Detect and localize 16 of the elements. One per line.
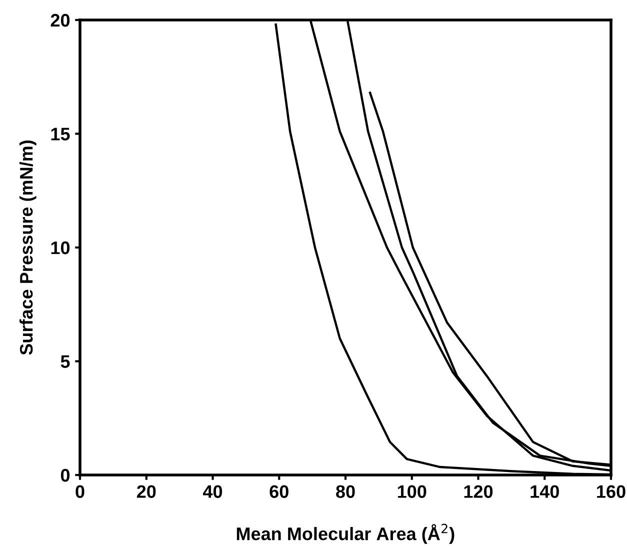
- y-tick-label: 5: [60, 355, 70, 368]
- y-tick-label: 20: [50, 14, 70, 27]
- x-tick-label: 60: [270, 485, 288, 498]
- x-axis-title: Mean Molecular Area (Å$^{2}$): [236, 524, 454, 544]
- x-tick-label: 100: [398, 485, 426, 498]
- x-tick-label: 120: [464, 485, 493, 498]
- x-tick-label: 80: [336, 485, 355, 498]
- x-tick-label: 20: [136, 485, 156, 498]
- x-tick-label: 140: [530, 485, 559, 498]
- y-tick-label: 10: [51, 241, 70, 254]
- y-tick-label: 15: [51, 128, 70, 140]
- y-axis-title: Surface Pressure (mN/m): [19, 140, 36, 355]
- y-tick-label: 0: [60, 468, 70, 482]
- x-tick-label: 40: [202, 485, 222, 498]
- x-tick-label: 0: [76, 485, 84, 498]
- x-tick-label: 160: [597, 485, 626, 498]
